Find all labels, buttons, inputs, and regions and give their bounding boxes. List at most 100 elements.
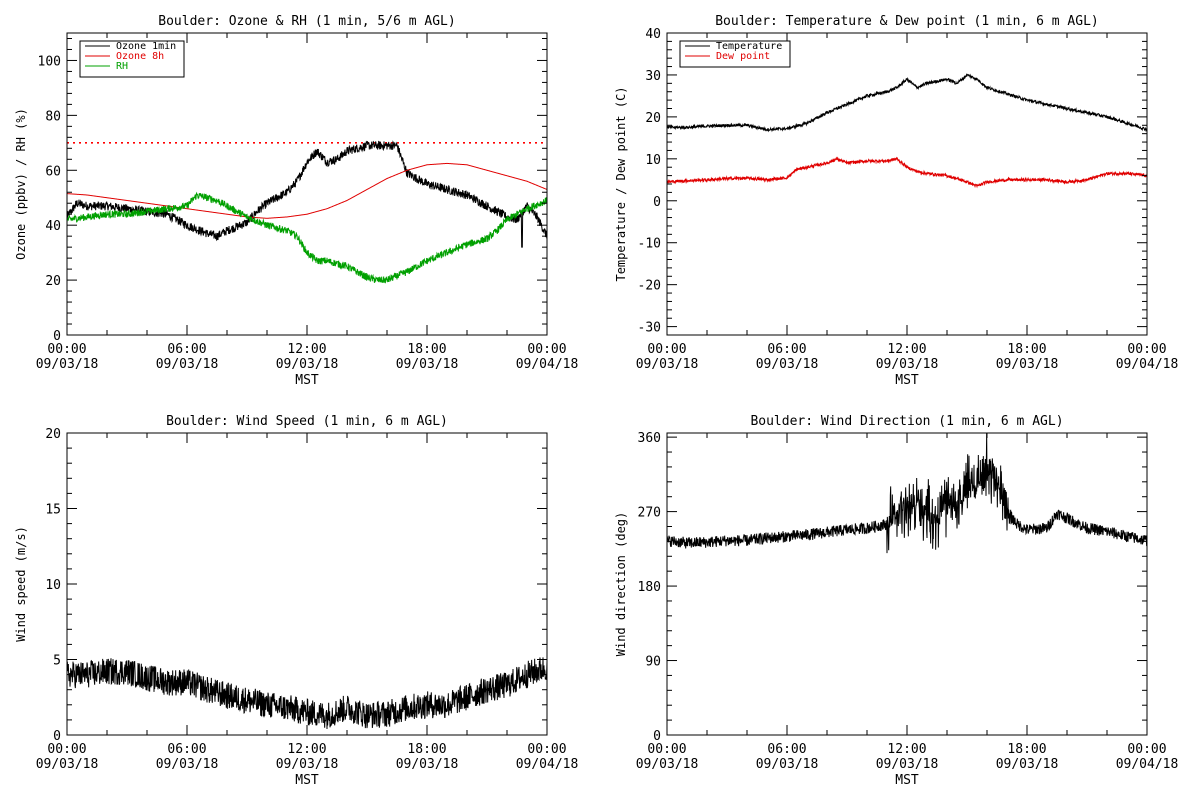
x-tick-label-time: 00:00 — [1127, 342, 1166, 357]
x-tick-label-date: 09/03/18 — [36, 357, 99, 372]
x-tick-label-date: 09/03/18 — [996, 757, 1059, 772]
x-tick-label-time: 00:00 — [527, 342, 566, 357]
chart-title: Boulder: Ozone & RH (1 min, 5/6 m AGL) — [158, 14, 455, 29]
y-tick-label: 20 — [45, 427, 61, 442]
x-tick-label-date: 09/04/18 — [1116, 757, 1179, 772]
y-axis-label: Wind speed (m/s) — [14, 526, 28, 642]
x-tick-label-date: 09/03/18 — [756, 757, 819, 772]
x-tick-label-time: 12:00 — [887, 342, 926, 357]
chart-panel-temp_dew: Boulder: Temperature & Dew point (1 min,… — [614, 14, 1178, 388]
y-tick-label: 360 — [638, 431, 661, 446]
x-tick-label-date: 09/03/18 — [756, 357, 819, 372]
series-line-rh — [67, 191, 547, 284]
series-line-ozone-1min — [67, 140, 547, 248]
chart-panel-wind_dir: Boulder: Wind Direction (1 min, 6 m AGL)… — [614, 414, 1178, 788]
y-axis-label: Temperature / Dew point (C) — [614, 86, 628, 281]
x-tick-label-date: 09/03/18 — [156, 757, 219, 772]
x-tick-label-time: 00:00 — [47, 742, 86, 757]
x-tick-label-time: 06:00 — [767, 742, 806, 757]
x-tick-label-time: 18:00 — [1007, 742, 1046, 757]
x-tick-label-date: 09/04/18 — [516, 757, 579, 772]
y-tick-label: 20 — [645, 111, 661, 126]
chart-title: Boulder: Temperature & Dew point (1 min,… — [715, 14, 1099, 29]
series-line-dew-point — [667, 156, 1147, 189]
x-tick-label-date: 09/03/18 — [876, 357, 939, 372]
x-tick-label-date: 09/03/18 — [276, 757, 339, 772]
x-tick-label-date: 09/03/18 — [276, 357, 339, 372]
y-tick-label: 0 — [653, 729, 661, 744]
x-tick-label-date: 09/03/18 — [636, 757, 699, 772]
x-tick-label-date: 09/03/18 — [36, 757, 99, 772]
x-tick-label-date: 09/03/18 — [636, 357, 699, 372]
legend-box — [79, 40, 185, 78]
series-line-wind_dir — [667, 433, 1147, 554]
y-axis-label: Wind direction (deg) — [614, 512, 628, 657]
legend-label: Temperature — [716, 41, 782, 52]
y-tick-label: 0 — [653, 195, 661, 210]
x-tick-label-time: 06:00 — [167, 742, 206, 757]
legend-label: Dew point — [716, 51, 770, 62]
chart-panel-wind_speed: Boulder: Wind Speed (1 min, 6 m AGL) 0 5 10… — [14, 414, 578, 788]
y-tick-label: 90 — [645, 655, 661, 670]
legend-label: RH — [116, 61, 128, 72]
legend-box — [679, 40, 791, 68]
x-tick-label-time: 00:00 — [647, 342, 686, 357]
legend-label: Ozone 1min — [116, 41, 176, 52]
y-tick-label: 10 — [645, 153, 661, 168]
y-tick-label: 80 — [45, 109, 61, 124]
y-axis-label: Ozone (ppbv) / RH (%) — [14, 108, 28, 260]
chart-title: Boulder: Wind Direction (1 min, 6 m AGL) — [750, 414, 1063, 429]
x-tick-label-time: 12:00 — [287, 742, 326, 757]
y-tick-label: 270 — [638, 506, 661, 521]
y-tick-label: 15 — [45, 503, 61, 518]
y-tick-label: 0 — [53, 729, 61, 744]
x-tick-label-time: 12:00 — [887, 742, 926, 757]
chart-panel-ozone_rh: Boulder: Ozone & RH (1 min, 5/6 m AGL) 0 2… — [14, 14, 578, 388]
x-tick-label-time: 06:00 — [767, 342, 806, 357]
legend-label: Ozone 8h — [116, 51, 164, 62]
x-tick-label-time: 18:00 — [407, 742, 446, 757]
plot-frame — [66, 32, 548, 336]
series-line-wind_speed — [67, 657, 547, 729]
x-axis-label: MST — [295, 373, 319, 388]
x-tick-label-time: 12:00 — [287, 342, 326, 357]
x-tick-label-time: 00:00 — [47, 342, 86, 357]
y-tick-label: 40 — [45, 219, 61, 234]
x-tick-label-time: 18:00 — [407, 342, 446, 357]
x-tick-label-date: 09/03/18 — [876, 757, 939, 772]
chart-title: Boulder: Wind Speed (1 min, 6 m AGL) — [166, 414, 448, 429]
x-tick-label-time: 00:00 — [1127, 742, 1166, 757]
x-tick-label-date: 09/04/18 — [1116, 357, 1179, 372]
y-tick-label: 100 — [38, 54, 61, 69]
x-axis-label: MST — [895, 373, 919, 388]
x-tick-label-date: 09/03/18 — [396, 357, 459, 372]
plot-frame — [666, 32, 1148, 336]
y-tick-label: 20 — [45, 274, 61, 289]
series-line-ozone-8h — [67, 162, 547, 219]
x-axis-label: MST — [895, 773, 919, 788]
x-tick-label-date: 09/03/18 — [396, 757, 459, 772]
y-tick-label: -20 — [638, 279, 661, 294]
y-tick-label: 0 — [53, 329, 61, 344]
y-tick-label: -10 — [638, 237, 661, 252]
y-tick-label: 30 — [645, 69, 661, 84]
x-tick-label-date: 09/03/18 — [156, 357, 219, 372]
x-tick-label-time: 00:00 — [647, 742, 686, 757]
x-tick-label-date: 09/04/18 — [516, 357, 579, 372]
x-tick-label-time: 06:00 — [167, 342, 206, 357]
x-tick-label-time: 00:00 — [527, 742, 566, 757]
y-tick-label: 180 — [638, 580, 661, 595]
series-line-temperature — [667, 73, 1147, 133]
plot-frame — [66, 432, 548, 736]
y-tick-label: 60 — [45, 164, 61, 179]
y-tick-label: 40 — [645, 27, 661, 42]
x-axis-label: MST — [295, 773, 319, 788]
x-tick-label-time: 18:00 — [1007, 342, 1046, 357]
y-tick-label: -30 — [638, 321, 661, 336]
x-tick-label-date: 09/03/18 — [996, 357, 1059, 372]
plot-frame — [666, 432, 1148, 736]
y-tick-label: 10 — [45, 578, 61, 593]
